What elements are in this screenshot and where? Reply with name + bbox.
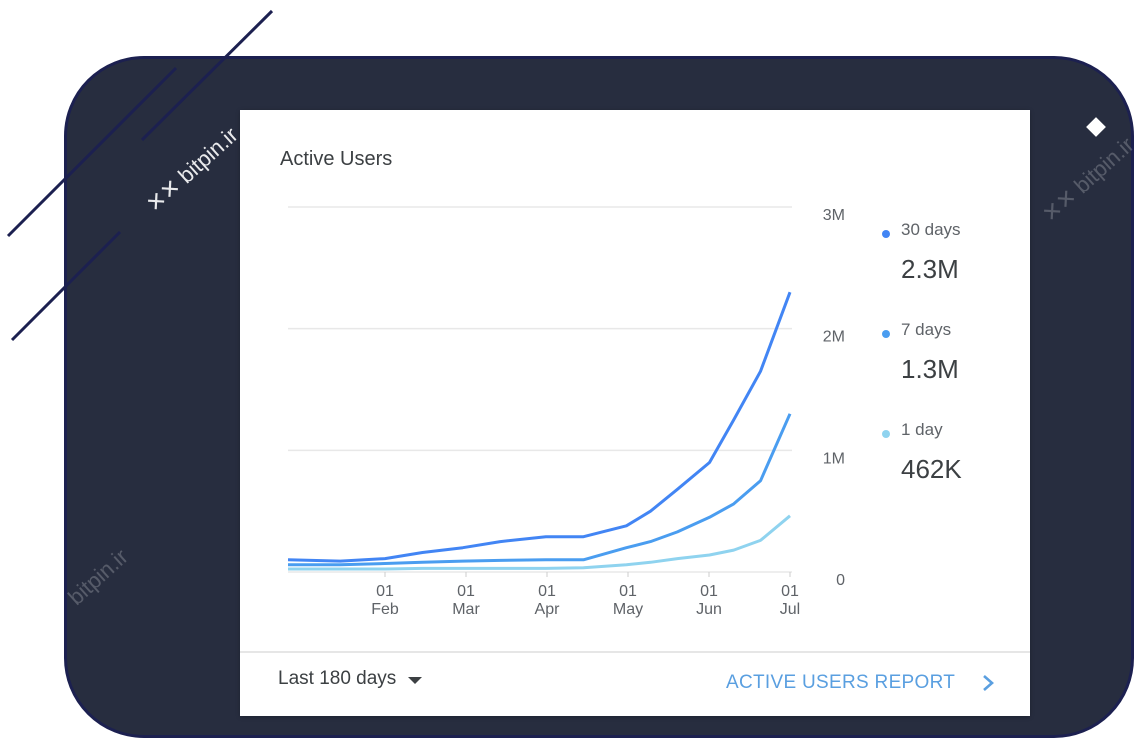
- legend-dot-30-days: [882, 230, 890, 238]
- legend-label: 7 days: [901, 320, 952, 339]
- x-tick-label: 01 Feb: [371, 583, 399, 618]
- legend-label: 30 days: [901, 220, 961, 239]
- series-line-7-days: [288, 413, 792, 567]
- card-divider: [240, 651, 1030, 653]
- date-range-dropdown[interactable]: Last 180 days: [278, 666, 423, 692]
- y-tick-label: 3M: [823, 207, 845, 224]
- legend-value: 462K: [901, 454, 962, 484]
- series-line-1-day: [288, 514, 791, 571]
- legend: 30 days 2.3M 7 days 1.3M 1 day 462K: [880, 220, 1020, 520]
- legend-item-7-days: 7 days 1.3M: [880, 320, 1020, 420]
- legend-value: 2.3M: [901, 254, 959, 284]
- date-range-label: Last 180 days: [278, 668, 397, 689]
- card-title: Active Users: [280, 148, 393, 170]
- legend-item-30-days: 30 days 2.3M: [880, 220, 1020, 320]
- chevron-right-icon: [983, 675, 995, 691]
- x-tick-label: 01 Jul: [780, 583, 800, 618]
- x-tick-label: 01 Mar: [452, 583, 480, 618]
- legend-dot-1-day: [882, 430, 890, 438]
- report-link-label: ACTIVE USERS REPORT: [726, 672, 956, 693]
- active-users-card: Active Users 0 1M 2M 3M 01 Feb 01 Mar 01 Apr 01 May…: [240, 110, 1030, 716]
- y-tick-label: 0: [836, 572, 845, 589]
- x-tick-label: 01 Jun: [696, 583, 722, 618]
- legend-dot-7-days: [882, 330, 890, 338]
- x-tick-label: 01 May: [613, 583, 643, 618]
- y-tick-label: 1M: [823, 450, 845, 467]
- active-users-chart: 0 1M 2M 3M 01 Feb 01 Mar 01 Apr 01 May 01 Jun 01 Jul: [287, 206, 845, 618]
- legend-label: 1 day: [901, 420, 943, 439]
- legend-item-1-day: 1 day 462K: [880, 420, 1020, 520]
- y-tick-label: 2M: [823, 329, 845, 346]
- legend-value: 1.3M: [901, 354, 959, 384]
- caret-down-icon: [408, 676, 423, 684]
- active-users-report-link[interactable]: ACTIVE USERS REPORT: [726, 670, 995, 696]
- x-tick-label: 01 Apr: [535, 583, 561, 618]
- series-line-30-days: [287, 291, 792, 563]
- diamond-icon: [1086, 117, 1106, 137]
